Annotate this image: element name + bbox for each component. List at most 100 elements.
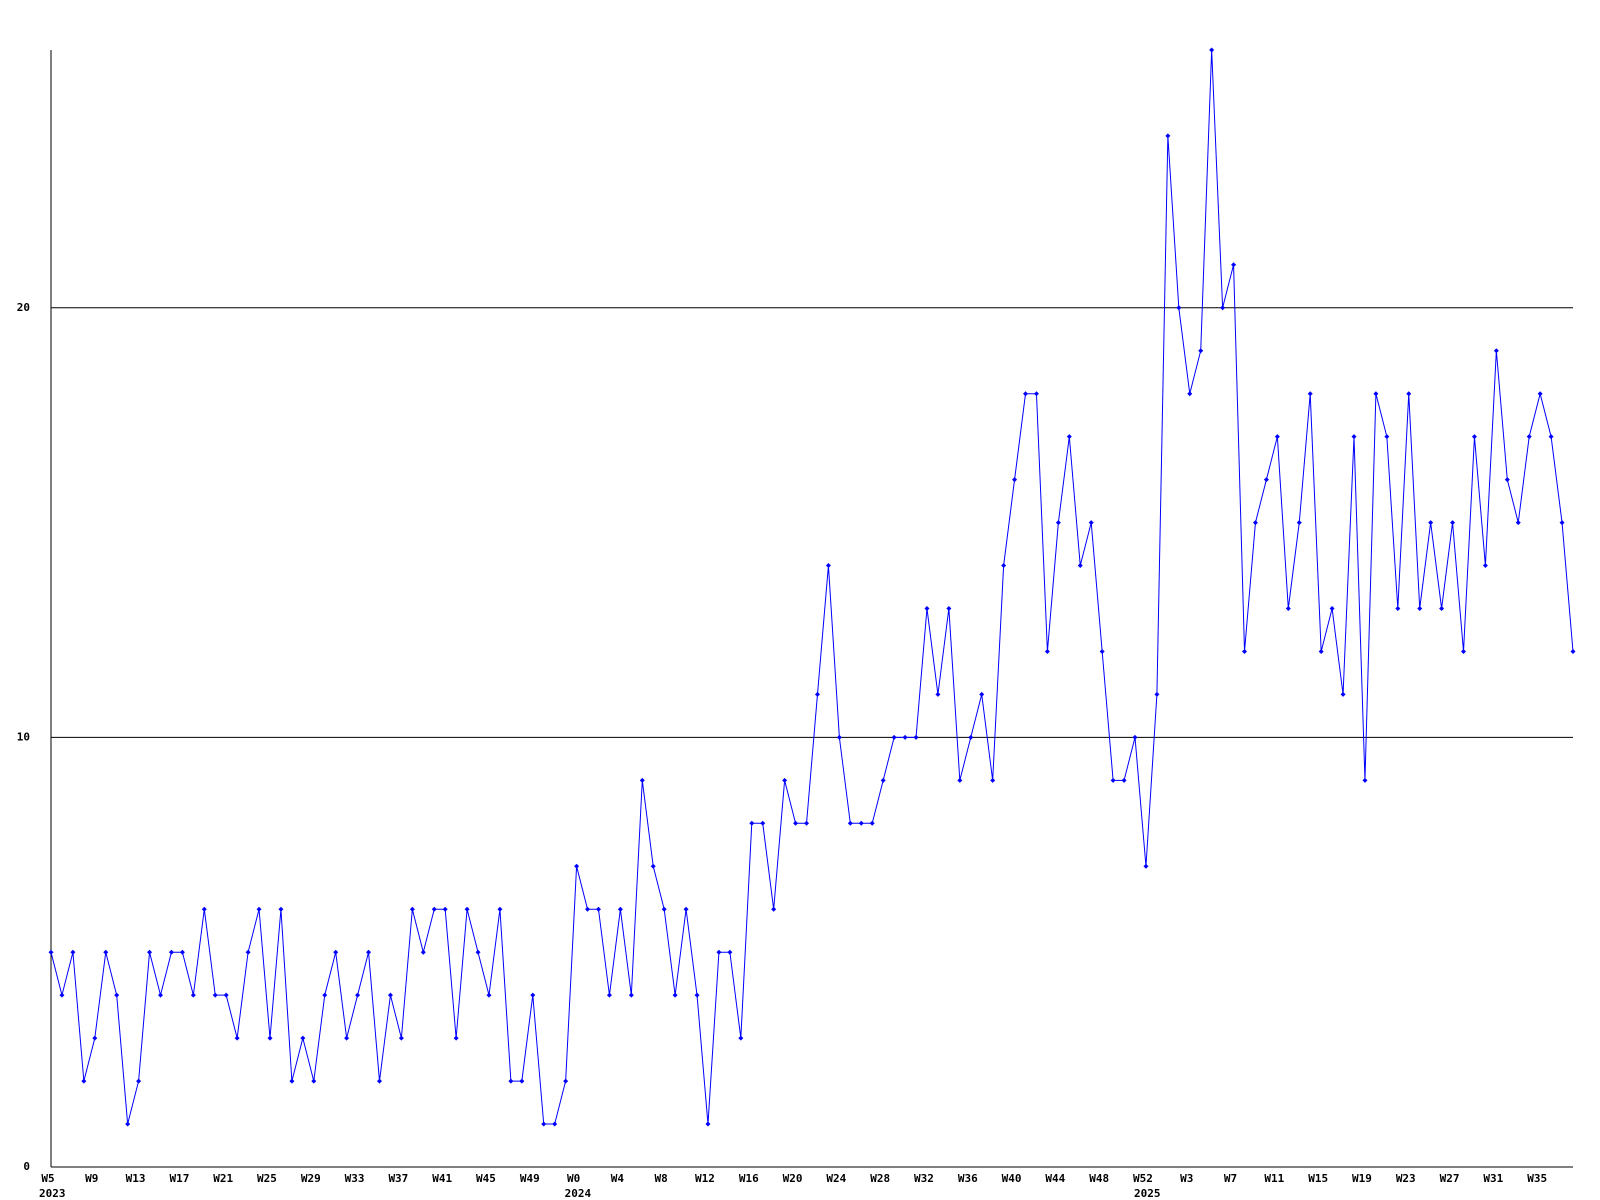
data-point [683, 906, 689, 912]
data-point [935, 691, 941, 697]
data-point [245, 949, 251, 955]
data-point [333, 949, 339, 955]
data-point [541, 1121, 547, 1127]
data-point [672, 992, 678, 998]
x-tick-label: W15 [1308, 1172, 1328, 1185]
x-tick-label: W8 [655, 1172, 668, 1185]
data-point [256, 906, 262, 912]
data-point [278, 906, 284, 912]
data-point [902, 734, 908, 740]
data-point [1033, 391, 1039, 397]
data-point [344, 1035, 350, 1041]
data-point [1296, 520, 1302, 526]
x-year-label: 2025 [1134, 1187, 1161, 1200]
x-tick-label: W21 [213, 1172, 233, 1185]
data-point [563, 1078, 569, 1084]
data-point [311, 1078, 317, 1084]
data-point [1143, 863, 1149, 869]
y-tick-label: 10 [17, 730, 30, 743]
data-point [814, 691, 820, 697]
x-tick-label: W16 [739, 1172, 759, 1185]
data-point [267, 1035, 273, 1041]
data-point [1176, 305, 1182, 311]
data-point [48, 949, 54, 955]
data-point [409, 906, 415, 912]
data-point [880, 777, 886, 783]
data-point [1471, 434, 1477, 440]
x-tick-label: W33 [345, 1172, 365, 1185]
data-point [420, 949, 426, 955]
data-point [1439, 606, 1445, 611]
data-point [1384, 434, 1390, 440]
data-point [1351, 434, 1357, 440]
data-point [617, 906, 623, 912]
data-point [990, 777, 996, 783]
data-point [1515, 520, 1521, 526]
x-tick-label: W48 [1089, 1172, 1109, 1185]
data-point [1450, 520, 1456, 526]
data-point [585, 906, 591, 912]
data-point [552, 1121, 558, 1127]
data-point [804, 820, 810, 826]
data-point [869, 820, 875, 826]
data-point [1242, 648, 1248, 654]
data-point [1001, 563, 1007, 569]
x-tick-label: W20 [783, 1172, 803, 1185]
y-tick-label: 0 [23, 1160, 30, 1173]
data-point [1023, 391, 1029, 397]
data-point [891, 734, 897, 740]
data-point [519, 1078, 525, 1084]
x-tick-label: W49 [520, 1172, 540, 1185]
data-point [738, 1035, 744, 1041]
data-point [190, 992, 196, 998]
data-point [1209, 47, 1215, 53]
data-point [716, 949, 722, 955]
data-point [530, 992, 536, 998]
data-point [376, 1078, 382, 1084]
data-point [1395, 606, 1401, 611]
data-point [1373, 391, 1379, 397]
x-tick-label: W31 [1483, 1172, 1503, 1185]
data-point [453, 1035, 459, 1041]
data-point [81, 1078, 87, 1084]
data-point [1110, 777, 1116, 783]
data-point [1559, 520, 1565, 526]
data-point [431, 906, 437, 912]
x-tick-label: W35 [1527, 1172, 1547, 1185]
x-tick-label: W11 [1264, 1172, 1284, 1185]
data-point [366, 949, 372, 955]
data-point [179, 949, 185, 955]
data-point [1220, 305, 1226, 311]
data-point [606, 992, 612, 998]
data-point [1318, 648, 1324, 654]
data-point [125, 1121, 131, 1127]
x-tick-label: W29 [301, 1172, 321, 1185]
x-tick-label: W45 [476, 1172, 496, 1185]
x-tick-label: W23 [1396, 1172, 1416, 1185]
data-point [475, 949, 481, 955]
data-point [968, 734, 974, 740]
data-point [223, 992, 229, 998]
data-point [1329, 606, 1335, 611]
data-point [661, 906, 667, 912]
data-point [168, 949, 174, 955]
data-point [639, 777, 645, 783]
x-tick-label: W25 [257, 1172, 277, 1185]
data-point [1121, 777, 1127, 783]
x-tick-label: W19 [1352, 1172, 1372, 1185]
data-point [1099, 648, 1105, 654]
data-point [771, 906, 777, 912]
data-point [1055, 520, 1061, 526]
data-point [201, 906, 207, 912]
x-tick-label: W17 [169, 1172, 189, 1185]
data-point [749, 820, 755, 826]
data-point [1482, 563, 1488, 569]
data-point [92, 1035, 98, 1041]
x-tick-label: W41 [432, 1172, 452, 1185]
data-line [50, 49, 1574, 1125]
data-point [1461, 648, 1467, 654]
data-point [1088, 520, 1094, 526]
data-point [1307, 391, 1313, 397]
data-point [924, 606, 930, 611]
